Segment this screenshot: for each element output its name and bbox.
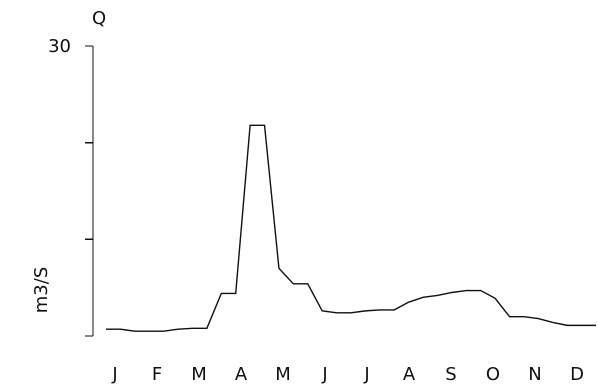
x-tick-label-10: N — [528, 364, 541, 385]
x-tick-label-1: F — [152, 364, 162, 385]
y-ticks: 30 — [48, 36, 93, 337]
x-tick-label-3: A — [235, 364, 248, 385]
x-tick-label-4: M — [275, 364, 291, 385]
x-tick-label-0: J — [111, 364, 117, 385]
x-tick-label-5: J — [321, 364, 327, 385]
x-tick-label-8: S — [445, 364, 456, 385]
series-line — [106, 124, 596, 332]
x-tick-label-9: O — [486, 364, 500, 385]
x-tick-label-6: J — [363, 364, 369, 385]
x-tick-label-11: D — [570, 364, 584, 385]
y-tick-label-3: 30 — [48, 36, 71, 57]
y-axis-label: m3/S — [31, 267, 52, 313]
x-tick-label-2: M — [191, 364, 207, 385]
chart-title: Q — [92, 8, 106, 29]
x-tick-label-7: A — [403, 364, 416, 385]
